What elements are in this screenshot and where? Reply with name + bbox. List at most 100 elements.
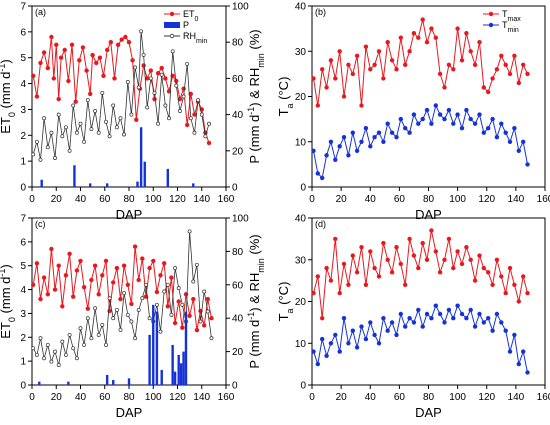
et0-point — [31, 73, 36, 79]
tmin-point — [446, 307, 452, 313]
tmax-point — [337, 49, 342, 54]
tmax-point — [499, 274, 504, 279]
tmin-point — [437, 112, 443, 117]
tmin-point — [394, 332, 399, 338]
tmax-point — [446, 236, 452, 242]
rhmin-point — [42, 116, 47, 121]
tmax-point — [354, 270, 360, 275]
tmin-point — [394, 135, 399, 140]
tmin-point — [442, 320, 447, 325]
et0-point — [101, 73, 106, 79]
tmin-point — [411, 112, 417, 117]
tmax-point — [455, 249, 460, 254]
x-tick-label: 60 — [99, 392, 111, 403]
tmax-point — [420, 17, 425, 22]
et0-point — [92, 263, 98, 268]
tmin-point — [424, 311, 430, 317]
y-right-tick-label: 100 — [232, 2, 249, 13]
tmin-line — [313, 104, 528, 179]
rhmin-point — [53, 156, 57, 160]
tmin-point — [494, 135, 500, 140]
rhmin-point — [158, 329, 163, 334]
tmax-point — [468, 49, 473, 54]
tmax-point — [350, 253, 355, 258]
et0-point — [58, 55, 64, 60]
tmin-point — [420, 116, 425, 122]
rhmin-point — [185, 61, 190, 66]
et0-point — [80, 45, 86, 50]
x-tick-label: 140 — [193, 392, 210, 403]
rhmin-point — [74, 356, 79, 361]
panel-label: (a) — [35, 7, 46, 17]
et0-point — [134, 117, 139, 123]
tmin-point — [525, 370, 530, 375]
rhmin-point — [167, 116, 171, 121]
legend-label: ET0 — [183, 9, 199, 23]
rhmin-point — [71, 103, 76, 108]
panel-a: 0 20 40 60 80 100 120 140 1600123456702040608010… — [0, 2, 266, 223]
rhmin-point — [96, 332, 101, 337]
y-right-axis-label: P (mm d-1) & RHmin (%) — [246, 29, 266, 163]
y-right-tick-label: 100 — [232, 214, 249, 225]
y-tick-label: 40 — [295, 214, 307, 225]
rhmin-point — [42, 356, 47, 361]
panel-b: 0 20 40 60 80 100 120 140 160 0 10 20 30 40 (b) DAP Ta (… — [276, 2, 550, 223]
tmax-point — [477, 40, 482, 45]
tmin-point — [503, 328, 508, 333]
tmin-point — [459, 126, 465, 131]
tmin-point — [472, 324, 478, 329]
tmin-point — [494, 311, 500, 317]
tmax-point — [486, 89, 491, 95]
tmax-point — [368, 67, 373, 72]
y-right-tick-label: 20 — [232, 146, 244, 157]
et0-point — [60, 304, 65, 309]
tmax-point — [464, 245, 469, 250]
y-right-tick-label: 40 — [232, 314, 244, 325]
et0-line — [32, 246, 212, 331]
x-tick-label: 140 — [508, 392, 525, 403]
tmin-point — [477, 311, 482, 317]
tmin-point — [424, 107, 430, 113]
y-axis-label: Ta (°C) — [276, 282, 295, 322]
rhmin-point — [191, 279, 196, 284]
tmin-point — [324, 353, 329, 358]
tmin-point — [407, 130, 412, 135]
x-tick-label: 120 — [478, 194, 495, 205]
tmax-point — [320, 316, 325, 321]
et0-point — [181, 86, 186, 91]
x-tick-label: 20 — [336, 392, 348, 403]
tmin-point — [359, 139, 364, 144]
plot-frame — [311, 217, 546, 386]
rhmin-point — [129, 112, 134, 117]
tmin-point — [468, 116, 473, 122]
rhmin-point — [74, 130, 79, 135]
et0-point — [77, 58, 82, 63]
tmin-point — [398, 311, 403, 317]
rhmin-point — [188, 116, 193, 121]
et0-point — [105, 47, 110, 53]
et0-point — [88, 91, 93, 97]
rhmin-point — [181, 94, 186, 99]
x-tick-label: 0 — [309, 194, 315, 205]
tmax-point — [481, 265, 486, 271]
tmax-point — [346, 282, 351, 287]
et0-point — [112, 76, 117, 81]
tmax-point — [459, 261, 465, 267]
tmax-point — [503, 290, 508, 296]
tmax-point — [411, 253, 417, 258]
rhmin-point — [122, 132, 127, 137]
rhmin-point — [163, 103, 168, 108]
rhmin-point — [148, 76, 153, 81]
tmax-point — [525, 71, 530, 77]
tmax-point — [442, 85, 447, 90]
tmin-point — [516, 361, 521, 367]
rhmin-point — [89, 336, 94, 341]
tmax-point — [455, 26, 460, 31]
et0-point — [129, 301, 134, 307]
p-bar — [179, 363, 183, 385]
tmax-point — [472, 62, 478, 67]
panel-label: (d) — [315, 219, 326, 229]
tmax-point — [507, 265, 513, 271]
et0-point — [123, 34, 128, 40]
tmax-point — [320, 67, 325, 72]
